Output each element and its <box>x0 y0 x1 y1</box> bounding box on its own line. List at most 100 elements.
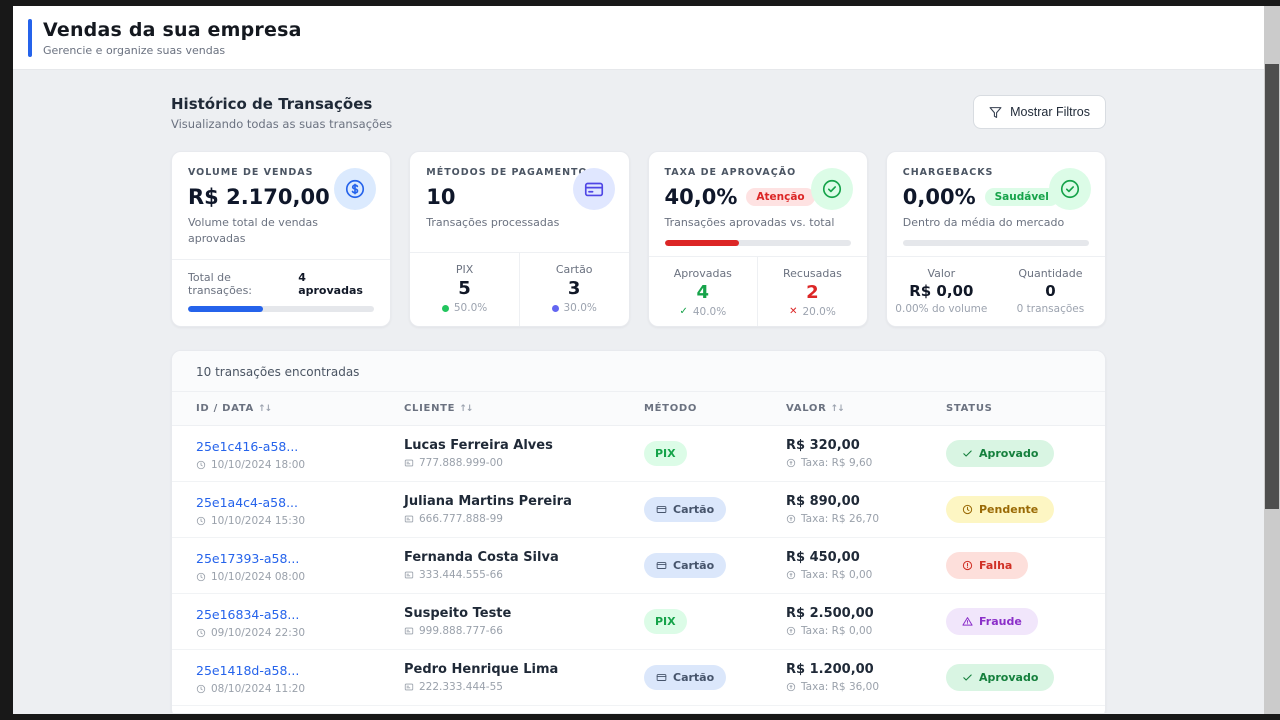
method-badge-pix: PIX <box>644 609 687 634</box>
approved-pct: 40.0% <box>692 305 727 318</box>
card-icon <box>656 672 667 683</box>
show-filters-label: Mostrar Filtros <box>1010 105 1090 119</box>
card-chargebacks: CHARGEBACKS 0,00% Saudável Dentro da méd… <box>885 151 1106 327</box>
check-circle-icon <box>1049 168 1091 210</box>
status-badge-falha: Falha <box>946 552 1029 579</box>
kpi-cards: VOLUME DE VENDAS R$ 2.170,00 Volume tota… <box>171 151 1106 327</box>
page-subtitle: Gerencie e organize suas vendas <box>43 43 226 57</box>
healthy-badge: Saudável <box>984 188 1059 206</box>
chargebacks-valor-stat: Valor R$ 0,00 0.00% do volume <box>887 257 996 326</box>
column-header-cliente[interactable]: CLIENTE ↑↓ <box>404 403 473 414</box>
method-badge-cartao: Cartão <box>644 497 727 522</box>
filter-funnel-icon <box>989 106 1002 119</box>
column-header-metodo: MÉTODO <box>644 403 698 414</box>
alert-circle-icon <box>962 560 973 571</box>
table-row[interactable]: 25e16834-a58... 09/10/2024 22:30 Suspeit… <box>172 594 1105 650</box>
client-name: Fernanda Costa Silva <box>404 550 559 565</box>
show-filters-button[interactable]: Mostrar Filtros <box>973 95 1106 129</box>
coin-icon <box>786 682 796 692</box>
refused-value: 2 <box>806 281 819 303</box>
coin-icon <box>786 458 796 468</box>
client-document: 777.888.999-00 <box>419 457 503 469</box>
id-card-icon <box>404 570 414 580</box>
section-title: Histórico de Transações <box>171 95 373 113</box>
transaction-value: R$ 890,00 <box>786 494 860 509</box>
client-document: 666.777.888-99 <box>419 513 503 525</box>
id-card-icon <box>404 626 414 636</box>
card-approval-label: TAXA DE APROVAÇÃO <box>664 167 797 178</box>
sort-icon[interactable]: ↑↓ <box>459 403 473 414</box>
method-badge-cartao: Cartão <box>644 553 727 578</box>
card-taxa-aprovacao: TAXA DE APROVAÇÃO 40,0% Atenção Transaçõ… <box>647 151 868 327</box>
attention-badge: Atenção <box>746 188 815 206</box>
approval-refused-stat: Recusadas 2 ✕ 20.0% <box>758 257 867 326</box>
chargebacks-qty-stat: Quantidade 0 0 transações <box>996 257 1105 326</box>
table-header-row: ID / DATA ↑↓ CLIENTE ↑↓ MÉTODO VALOR ↑↓ STA… <box>172 392 1105 426</box>
transaction-fee: Taxa: R$ 0,00 <box>801 569 873 581</box>
card-methods-description: Transações processadas <box>426 216 560 229</box>
transaction-date: 10/10/2024 18:00 <box>211 459 306 471</box>
app-window: Vendas da sua empresa Gerencie e organiz… <box>13 6 1264 714</box>
transaction-id-link[interactable]: 25e17393-a58... <box>196 551 300 566</box>
approved-label: Aprovadas <box>673 266 732 280</box>
card-icon <box>656 504 667 515</box>
client-name: Lucas Ferreira Alves <box>404 438 553 453</box>
section-header: Histórico de Transações Visualizando tod… <box>171 95 1106 131</box>
card-volume-footer-value: 4 aprovadas <box>298 271 363 297</box>
transaction-fee: Taxa: R$ 36,00 <box>801 681 880 693</box>
transaction-id-link[interactable]: 25e1418d-a58... <box>196 663 300 678</box>
table-row[interactable]: 25e1a4c4-a58... 10/10/2024 15:30 Juliana… <box>172 482 1105 538</box>
table-row[interactable]: 25e1418d-a58... 08/10/2024 11:20 Pedro H… <box>172 650 1105 706</box>
check-circle-icon <box>810 168 853 210</box>
check-icon <box>962 448 973 459</box>
client-name: Pedro Henrique Lima <box>404 662 559 677</box>
transaction-value: R$ 320,00 <box>786 438 860 453</box>
transaction-date: 08/10/2024 11:20 <box>211 683 306 695</box>
table-row-partial <box>172 706 1105 713</box>
coin-icon <box>786 570 796 580</box>
refused-label: Recusadas <box>783 266 842 280</box>
chargebacks-qty-label: Quantidade <box>1018 266 1083 280</box>
client-document: 333.444.555-66 <box>419 569 503 581</box>
page-header-text: Vendas da sua empresa Gerencie e organiz… <box>43 19 302 57</box>
chargebacks-progress-bar <box>902 239 1089 246</box>
table-row[interactable]: 25e1c416-a58... 10/10/2024 18:00 Lucas F… <box>172 426 1105 482</box>
column-header-status: STATUS <box>946 403 993 414</box>
clock-icon <box>196 628 206 638</box>
page-header: Vendas da sua empresa Gerencie e organiz… <box>13 6 1264 70</box>
chargebacks-qty-value: 0 <box>1045 281 1056 300</box>
coin-icon <box>786 514 796 524</box>
chargebacks-valor-value: R$ 0,00 <box>909 281 974 300</box>
approval-approved-stat: Aprovadas 4 ✓ 40.0% <box>649 256 759 326</box>
id-card-icon <box>404 682 414 692</box>
clock-icon <box>196 684 206 694</box>
transaction-id-link[interactable]: 25e1c416-a58... <box>196 439 299 454</box>
transaction-value: R$ 2.500,00 <box>786 606 874 621</box>
transaction-id-link[interactable]: 25e1a4c4-a58... <box>196 495 298 510</box>
scrollbar-thumb[interactable] <box>1265 64 1279 509</box>
id-card-icon <box>404 458 414 468</box>
chargebacks-qty-sub: 0 transações <box>1016 302 1085 315</box>
transaction-fee: Taxa: R$ 9,60 <box>801 457 873 469</box>
clock-icon <box>196 460 206 470</box>
card-chargebacks-value: 0,00% <box>902 185 976 209</box>
method-badge-pix: PIX <box>644 441 687 466</box>
transactions-table: 10 transações encontradas ID / DATA ↑↓ CL… <box>171 350 1106 713</box>
transaction-id-link[interactable]: 25e16834-a58... <box>196 607 300 622</box>
page-title: Vendas da sua empresa <box>43 18 302 41</box>
table-row[interactable]: 25e17393-a58... 10/10/2024 08:00 Fernand… <box>172 538 1105 594</box>
card-chargebacks-label: CHARGEBACKS <box>902 167 994 178</box>
methods-pix-stat: PIX 5 50.0% <box>410 253 520 326</box>
sort-icon[interactable]: ↑↓ <box>258 403 272 414</box>
section-header-text: Histórico de Transações Visualizando tod… <box>171 95 392 131</box>
x-mark-icon: ✕ <box>789 306 798 318</box>
methods-pix-value: 5 <box>458 278 471 299</box>
clock-icon <box>962 504 973 515</box>
column-header-id-data[interactable]: ID / DATA ↑↓ <box>196 403 272 414</box>
column-header-valor[interactable]: VALOR ↑↓ <box>786 403 845 414</box>
clock-icon <box>196 572 206 582</box>
card-dot-icon <box>551 304 559 312</box>
window-scrollbar[interactable] <box>1264 6 1280 714</box>
sort-icon[interactable]: ↑↓ <box>830 403 845 414</box>
transaction-fee: Taxa: R$ 0,00 <box>801 625 873 637</box>
